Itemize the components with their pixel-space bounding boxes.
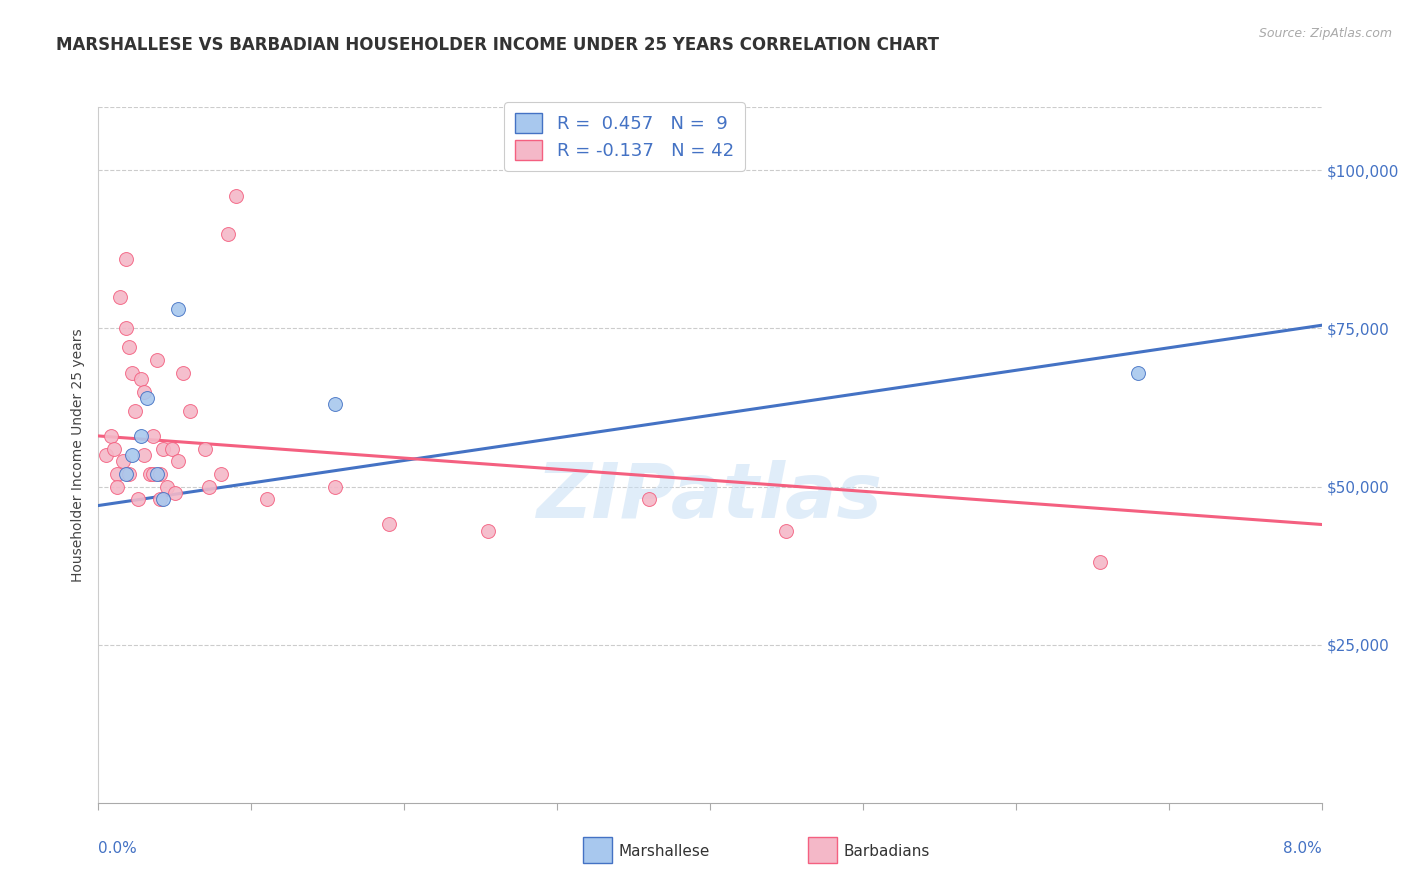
Text: 0.0%: 0.0%	[98, 841, 138, 856]
Point	[139, 467, 162, 481]
Text: Barbadians: Barbadians	[844, 845, 929, 859]
Text: ZIPatlas: ZIPatlas	[537, 459, 883, 533]
Point	[378, 517, 401, 532]
Point	[103, 442, 125, 456]
Point	[129, 372, 152, 386]
Point	[209, 467, 232, 481]
Point	[167, 454, 190, 468]
Point	[167, 302, 190, 317]
Point	[1088, 556, 1111, 570]
Point	[775, 524, 797, 538]
Point	[111, 454, 134, 468]
Point	[136, 391, 159, 405]
Point	[1128, 366, 1150, 380]
Point	[118, 340, 141, 354]
Point	[134, 384, 156, 399]
Point	[142, 429, 165, 443]
Point	[149, 492, 172, 507]
Point	[94, 448, 117, 462]
Point	[118, 467, 141, 481]
Text: Marshallese: Marshallese	[619, 845, 710, 859]
Bar	[808, 837, 837, 863]
Point	[638, 492, 661, 507]
Point	[197, 479, 219, 493]
Point	[129, 429, 152, 443]
Point	[100, 429, 122, 443]
Legend: R =  0.457   N =  9, R = -0.137   N = 42: R = 0.457 N = 9, R = -0.137 N = 42	[505, 103, 745, 171]
Point	[108, 290, 131, 304]
Point	[121, 366, 143, 380]
Point	[145, 467, 167, 481]
Text: 8.0%: 8.0%	[1282, 841, 1322, 856]
Point	[256, 492, 278, 507]
Point	[156, 479, 179, 493]
Point	[163, 486, 186, 500]
Y-axis label: Householder Income Under 25 years: Householder Income Under 25 years	[72, 328, 86, 582]
Point	[325, 397, 347, 411]
Point	[152, 442, 174, 456]
Point	[179, 403, 201, 417]
Point	[477, 524, 499, 538]
Point	[225, 188, 247, 202]
Point	[124, 403, 146, 417]
Point	[149, 467, 172, 481]
Point	[115, 467, 138, 481]
Point	[134, 448, 156, 462]
Point	[152, 492, 174, 507]
Point	[172, 366, 194, 380]
Point	[142, 467, 165, 481]
Point	[121, 448, 143, 462]
Point	[115, 252, 138, 266]
Text: Source: ZipAtlas.com: Source: ZipAtlas.com	[1258, 27, 1392, 40]
Point	[115, 321, 138, 335]
Text: MARSHALLESE VS BARBADIAN HOUSEHOLDER INCOME UNDER 25 YEARS CORRELATION CHART: MARSHALLESE VS BARBADIAN HOUSEHOLDER INC…	[56, 36, 939, 54]
Point	[325, 479, 347, 493]
Point	[194, 442, 217, 456]
Point	[145, 353, 167, 368]
Point	[105, 479, 128, 493]
Bar	[583, 837, 612, 863]
Point	[127, 492, 149, 507]
Point	[105, 467, 128, 481]
Point	[160, 442, 183, 456]
Point	[217, 227, 239, 241]
